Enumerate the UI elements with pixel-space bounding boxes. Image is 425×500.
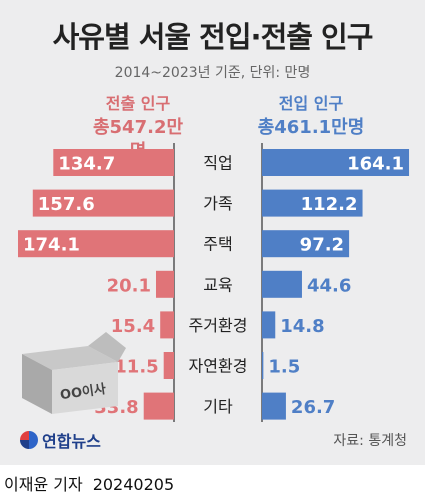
bar-inflow-5 bbox=[262, 352, 264, 379]
byline: 이재윤 기자 20240205 bbox=[4, 471, 174, 495]
chart-title: 사유별 서울 전입·전출 인구 bbox=[52, 20, 374, 54]
moving-box-illustration: OO이사 bbox=[22, 332, 126, 414]
legend-inflow-label: 전입 인구 bbox=[278, 94, 344, 113]
category-label-2: 주택 bbox=[203, 235, 232, 254]
bar-inflow-6 bbox=[262, 392, 286, 420]
bar-inflow-0 bbox=[262, 149, 410, 176]
inflow-value-label-0: 164.1 bbox=[347, 154, 404, 175]
yonhap-logo: 연합뉴스 bbox=[20, 428, 101, 452]
box-left-face bbox=[22, 354, 52, 414]
publish-date: 20240205 bbox=[92, 475, 175, 494]
bar-outflow-1 bbox=[32, 189, 174, 217]
bar-inflow-1 bbox=[262, 189, 363, 217]
diverging-bar-chart: 직업 134.7 164.1 가족 157.6 112.2 주택 174.1 97.2 교육 20.… bbox=[18, 143, 410, 422]
outflow-value-label-0: 134.7 bbox=[58, 154, 115, 175]
bar-outflow-3 bbox=[155, 270, 174, 298]
logo-mark-icon bbox=[20, 431, 38, 449]
box-label: OO이사 bbox=[59, 381, 107, 403]
source-note: 자료: 통계청 bbox=[333, 433, 407, 449]
box-top bbox=[22, 346, 118, 370]
category-label-4: 주거환경 bbox=[189, 316, 248, 335]
outflow-value-label-4: 15.4 bbox=[111, 316, 155, 337]
outflow-value-label-3: 20.1 bbox=[107, 275, 151, 296]
inflow-value-label-1: 112.2 bbox=[301, 194, 358, 215]
category-label-1: 가족 bbox=[203, 194, 232, 213]
bar-outflow-4 bbox=[160, 311, 174, 339]
bar-outflow-6 bbox=[143, 392, 174, 420]
category-label-3: 교육 bbox=[203, 275, 232, 294]
box-front-face bbox=[52, 362, 118, 414]
category-label-5: 자연환경 bbox=[189, 357, 248, 376]
category-label-0: 직업 bbox=[203, 154, 232, 173]
inflow-value-label-4: 14.8 bbox=[280, 316, 324, 337]
bar-inflow-3 bbox=[262, 270, 302, 298]
inflow-value-label-6: 26.7 bbox=[291, 397, 335, 418]
bar-outflow-5 bbox=[163, 352, 174, 379]
legend-inflow-total: 총461.1만명 bbox=[257, 117, 365, 138]
outflow-value-label-1: 157.6 bbox=[38, 194, 95, 215]
bar-inflow-2 bbox=[262, 230, 350, 258]
bar-inflow-4 bbox=[262, 311, 276, 339]
inflow-value-label-3: 44.6 bbox=[307, 275, 351, 296]
bar-outflow-0 bbox=[53, 149, 174, 176]
category-label-6: 기타 bbox=[203, 397, 233, 416]
logo-text: 연합뉴스 bbox=[42, 432, 101, 451]
chart-subtitle: 2014~2023년 기준, 단위: 만명 bbox=[114, 65, 311, 81]
legend-outflow-label: 전출 인구 bbox=[105, 94, 171, 113]
box-flap bbox=[88, 332, 126, 362]
inflow-value-label-5: 1.5 bbox=[268, 357, 300, 378]
bar-outflow-2 bbox=[18, 230, 174, 258]
inflow-value-label-2: 97.2 bbox=[300, 235, 344, 256]
outflow-value-label-5: 11.5 bbox=[114, 357, 158, 378]
reporter-name: 이재윤 기자 bbox=[4, 475, 83, 494]
legend-inflow: 전입 인구 총461.1만명 bbox=[255, 92, 367, 140]
outflow-value-label-2: 174.1 bbox=[23, 235, 80, 256]
